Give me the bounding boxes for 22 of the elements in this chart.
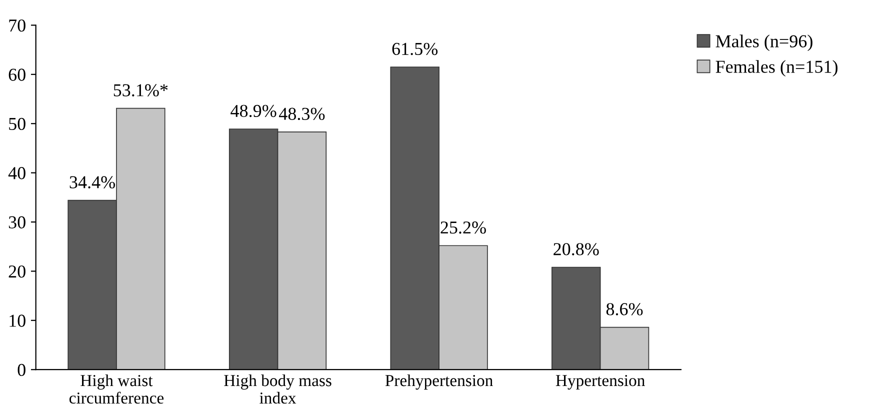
data-label: 25.2% bbox=[440, 221, 486, 234]
data-label: 20.8% bbox=[554, 243, 599, 256]
x-tick-label: High body mass index bbox=[224, 374, 332, 404]
y-tick-label: 20 bbox=[8, 265, 26, 278]
x-tick-label: Prehypertension bbox=[385, 374, 493, 390]
data-label: 53.1%* bbox=[114, 84, 168, 96]
y-tick-label: 30 bbox=[8, 216, 26, 228]
data-label: 48.3% bbox=[278, 108, 325, 120]
data-label: 34.4% bbox=[70, 176, 115, 188]
y-tick-label: 50 bbox=[9, 118, 26, 130]
data-label: 61.5% bbox=[392, 42, 438, 56]
y-tick-label: 0 bbox=[18, 364, 26, 376]
y-tick-label: 40 bbox=[8, 167, 26, 180]
data-label: 8.6% bbox=[606, 303, 643, 316]
y-tick-label: 60 bbox=[8, 68, 26, 81]
data-label: 48.9% bbox=[230, 104, 276, 118]
y-tick-label: 70 bbox=[9, 19, 26, 32]
legend-label: Females (n=151) bbox=[716, 60, 838, 77]
y-tick-label: 10 bbox=[10, 314, 26, 327]
x-tick-label: High waist circumference bbox=[69, 374, 164, 404]
legend-label: Males (n=96) bbox=[716, 34, 812, 52]
x-tick-label: Hypertension bbox=[556, 374, 645, 390]
